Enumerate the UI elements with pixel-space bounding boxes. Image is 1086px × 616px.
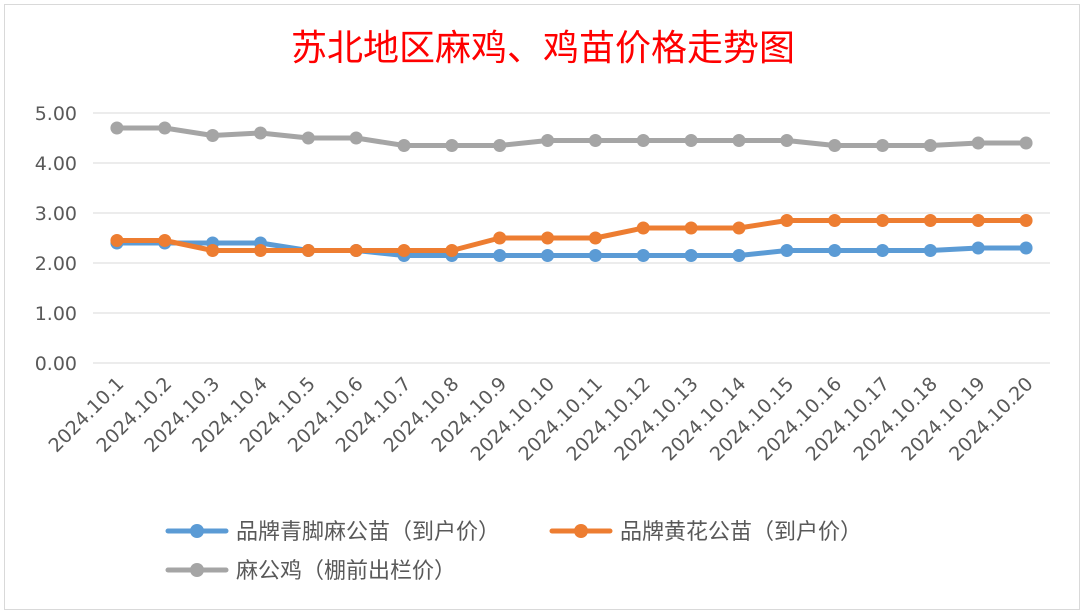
- y-tick-label: 0.00: [35, 353, 77, 375]
- data-point: [923, 139, 937, 152]
- data-point: [684, 249, 698, 262]
- data-point: [588, 231, 602, 245]
- data-point: [110, 234, 124, 247]
- y-tick-label: 2.00: [35, 253, 77, 275]
- legend-swatch-marker: [190, 563, 204, 577]
- data-point: [541, 134, 555, 147]
- data-point: [780, 134, 794, 147]
- legend-label: 麻公鸡（棚前出栏价）: [236, 559, 456, 584]
- legend-item: 麻公鸡（棚前出栏价）: [165, 559, 456, 584]
- data-point: [588, 134, 602, 147]
- data-point: [636, 221, 650, 235]
- y-tick-label: 4.00: [35, 153, 77, 175]
- data-point: [349, 244, 363, 257]
- data-point: [397, 139, 411, 152]
- data-point: [588, 249, 602, 262]
- y-tick-label: 5.00: [35, 103, 77, 125]
- data-point: [923, 244, 937, 257]
- data-point: [876, 214, 890, 227]
- data-point: [780, 244, 794, 257]
- data-point: [158, 234, 172, 247]
- chart-title: 苏北地区麻鸡、鸡苗价格走势图: [291, 28, 795, 69]
- legend-swatch-marker: [574, 524, 588, 538]
- data-point: [493, 231, 507, 245]
- chart-frame: [4, 4, 1080, 610]
- y-axis-ticks: 0.00 1.00 2.00 3.00 4.00 5.00: [35, 103, 77, 375]
- data-point: [684, 134, 698, 147]
- data-point: [636, 134, 650, 147]
- legend-swatch-marker: [190, 524, 204, 538]
- data-point: [301, 244, 315, 257]
- data-point: [253, 126, 267, 140]
- data-point: [636, 249, 650, 262]
- data-point: [732, 221, 746, 235]
- data-point: [828, 139, 842, 152]
- legend: 品牌青脚麻公苗（到户价） 品牌黄花公苗（到户价） 麻公鸡（棚前出栏价）: [165, 520, 862, 584]
- legend-item: 品牌青脚麻公苗（到户价）: [165, 520, 500, 545]
- legend-label: 品牌青脚麻公苗（到户价）: [236, 520, 500, 545]
- data-point: [301, 131, 315, 145]
- x-axis-ticks: 2024.10.12024.10.22024.10.32024.10.42024…: [45, 373, 1038, 465]
- data-point: [780, 214, 794, 227]
- data-point: [493, 249, 507, 262]
- series-line: [114, 240, 1029, 258]
- data-point: [158, 121, 172, 135]
- data-point: [828, 244, 842, 257]
- data-point: [253, 244, 267, 257]
- series-lines: [110, 121, 1033, 262]
- data-point: [876, 139, 890, 152]
- data-point: [971, 241, 985, 255]
- data-point: [1019, 241, 1033, 255]
- series-line: [114, 218, 1029, 253]
- series-line: [114, 125, 1029, 148]
- series-3: [110, 121, 1033, 152]
- legend-item: 品牌黄花公苗（到户价）: [549, 520, 862, 545]
- data-point: [110, 121, 124, 135]
- data-point: [206, 129, 220, 142]
- data-point: [828, 214, 842, 227]
- data-point: [971, 136, 985, 150]
- data-point: [1019, 214, 1033, 227]
- data-point: [541, 231, 555, 245]
- data-point: [349, 131, 363, 145]
- data-point: [876, 244, 890, 257]
- data-point: [971, 214, 985, 227]
- gridlines: [93, 112, 1050, 364]
- data-point: [541, 249, 555, 262]
- data-point: [923, 214, 937, 227]
- data-point: [206, 244, 220, 257]
- data-point: [397, 244, 411, 257]
- legend-label: 品牌黄花公苗（到户价）: [620, 520, 862, 545]
- data-point: [684, 221, 698, 235]
- data-point: [732, 249, 746, 262]
- y-tick-label: 1.00: [35, 303, 77, 325]
- data-point: [732, 134, 746, 147]
- data-point: [1019, 136, 1033, 150]
- data-point: [493, 139, 507, 152]
- y-tick-label: 3.00: [35, 203, 77, 225]
- data-point: [445, 244, 459, 257]
- data-point: [445, 139, 459, 152]
- series-2: [110, 214, 1033, 257]
